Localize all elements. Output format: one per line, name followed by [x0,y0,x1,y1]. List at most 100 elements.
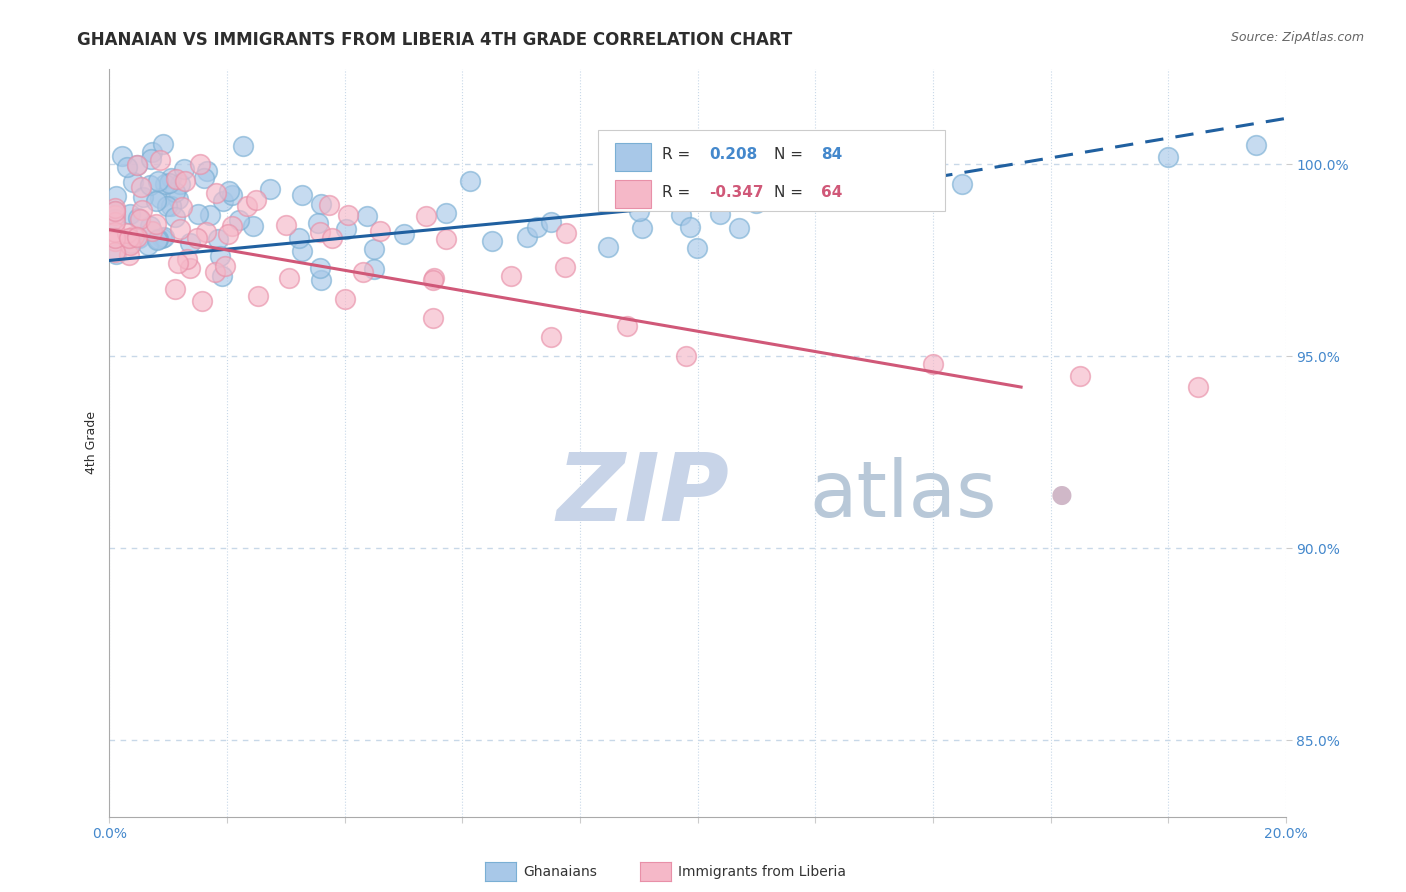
Point [145,233,167,247]
Point [104,225,127,239]
Text: Source: ZipAtlas.com: Source: ZipAtlas.com [1230,31,1364,45]
Point [335,222,357,236]
Point [630,221,652,235]
Point [434,206,457,220]
Point [363,242,385,256]
Point [149,191,172,205]
Point [728,220,751,235]
Text: R =: R = [662,147,696,162]
Point [124,229,146,244]
Point [191,293,214,308]
Point [118,231,141,245]
Point [598,240,620,254]
Point [115,227,138,241]
Point [211,194,233,208]
Point [516,230,538,244]
Point [173,173,195,187]
Point [156,199,179,213]
Point [169,222,191,236]
Point [186,231,208,245]
Point [159,199,181,213]
Point [104,203,127,218]
Point [125,158,148,172]
FancyBboxPatch shape [598,130,945,211]
Point [208,249,231,263]
Point [434,232,457,246]
Point [127,211,149,226]
Point [145,217,167,231]
Point [139,178,162,193]
Text: Ghanaians: Ghanaians [523,865,598,880]
Point [422,310,444,325]
Point [204,265,226,279]
Point [152,231,174,245]
Point [540,330,562,344]
Point [221,219,243,234]
Point [104,211,127,226]
Point [311,197,333,211]
Point [131,189,153,203]
Bar [616,180,651,209]
Point [163,185,186,199]
Point [157,177,180,191]
Text: ●: ● [1050,483,1073,507]
Point [104,201,127,215]
Point [187,206,209,220]
Point [115,161,138,175]
Point [481,234,503,248]
Point [274,218,297,232]
Point [173,161,195,176]
Point [136,238,159,252]
Point [309,272,332,286]
Point [1069,368,1091,383]
Point [211,269,233,284]
Text: N =: N = [775,147,808,162]
Text: 64: 64 [821,185,842,200]
Point [422,272,444,286]
Point [128,230,150,244]
Point [105,189,128,203]
Point [232,139,254,153]
Point [554,226,576,240]
Point [159,171,181,186]
Point [333,292,356,306]
Point [145,194,167,208]
Point [118,207,141,221]
Point [709,207,731,221]
Point [207,231,229,245]
Point [198,208,221,222]
Point [336,208,359,222]
Point [195,225,218,239]
Point [716,192,738,206]
Point [526,220,548,235]
Point [214,259,236,273]
Point [128,211,150,226]
Point [242,219,264,234]
Point [138,219,160,233]
Point [146,174,169,188]
Text: 0.208: 0.208 [710,147,758,162]
Point [149,153,172,168]
Point [356,209,378,223]
Point [217,227,239,241]
Point [104,208,127,222]
Point [152,229,174,244]
Point [392,227,415,241]
Point [745,195,768,210]
Point [1157,150,1180,164]
Text: ZIP: ZIP [557,449,730,541]
Point [120,238,142,252]
Text: atlas: atlas [810,457,997,533]
Point [501,268,523,283]
Point [104,231,127,245]
Point [179,261,201,276]
Point [179,236,201,251]
Point [235,199,257,213]
Point [460,174,482,188]
Point [125,158,148,172]
Text: 84: 84 [821,147,842,162]
Point [627,203,650,218]
Point [111,149,134,163]
Point [166,256,188,270]
Point [188,157,211,171]
